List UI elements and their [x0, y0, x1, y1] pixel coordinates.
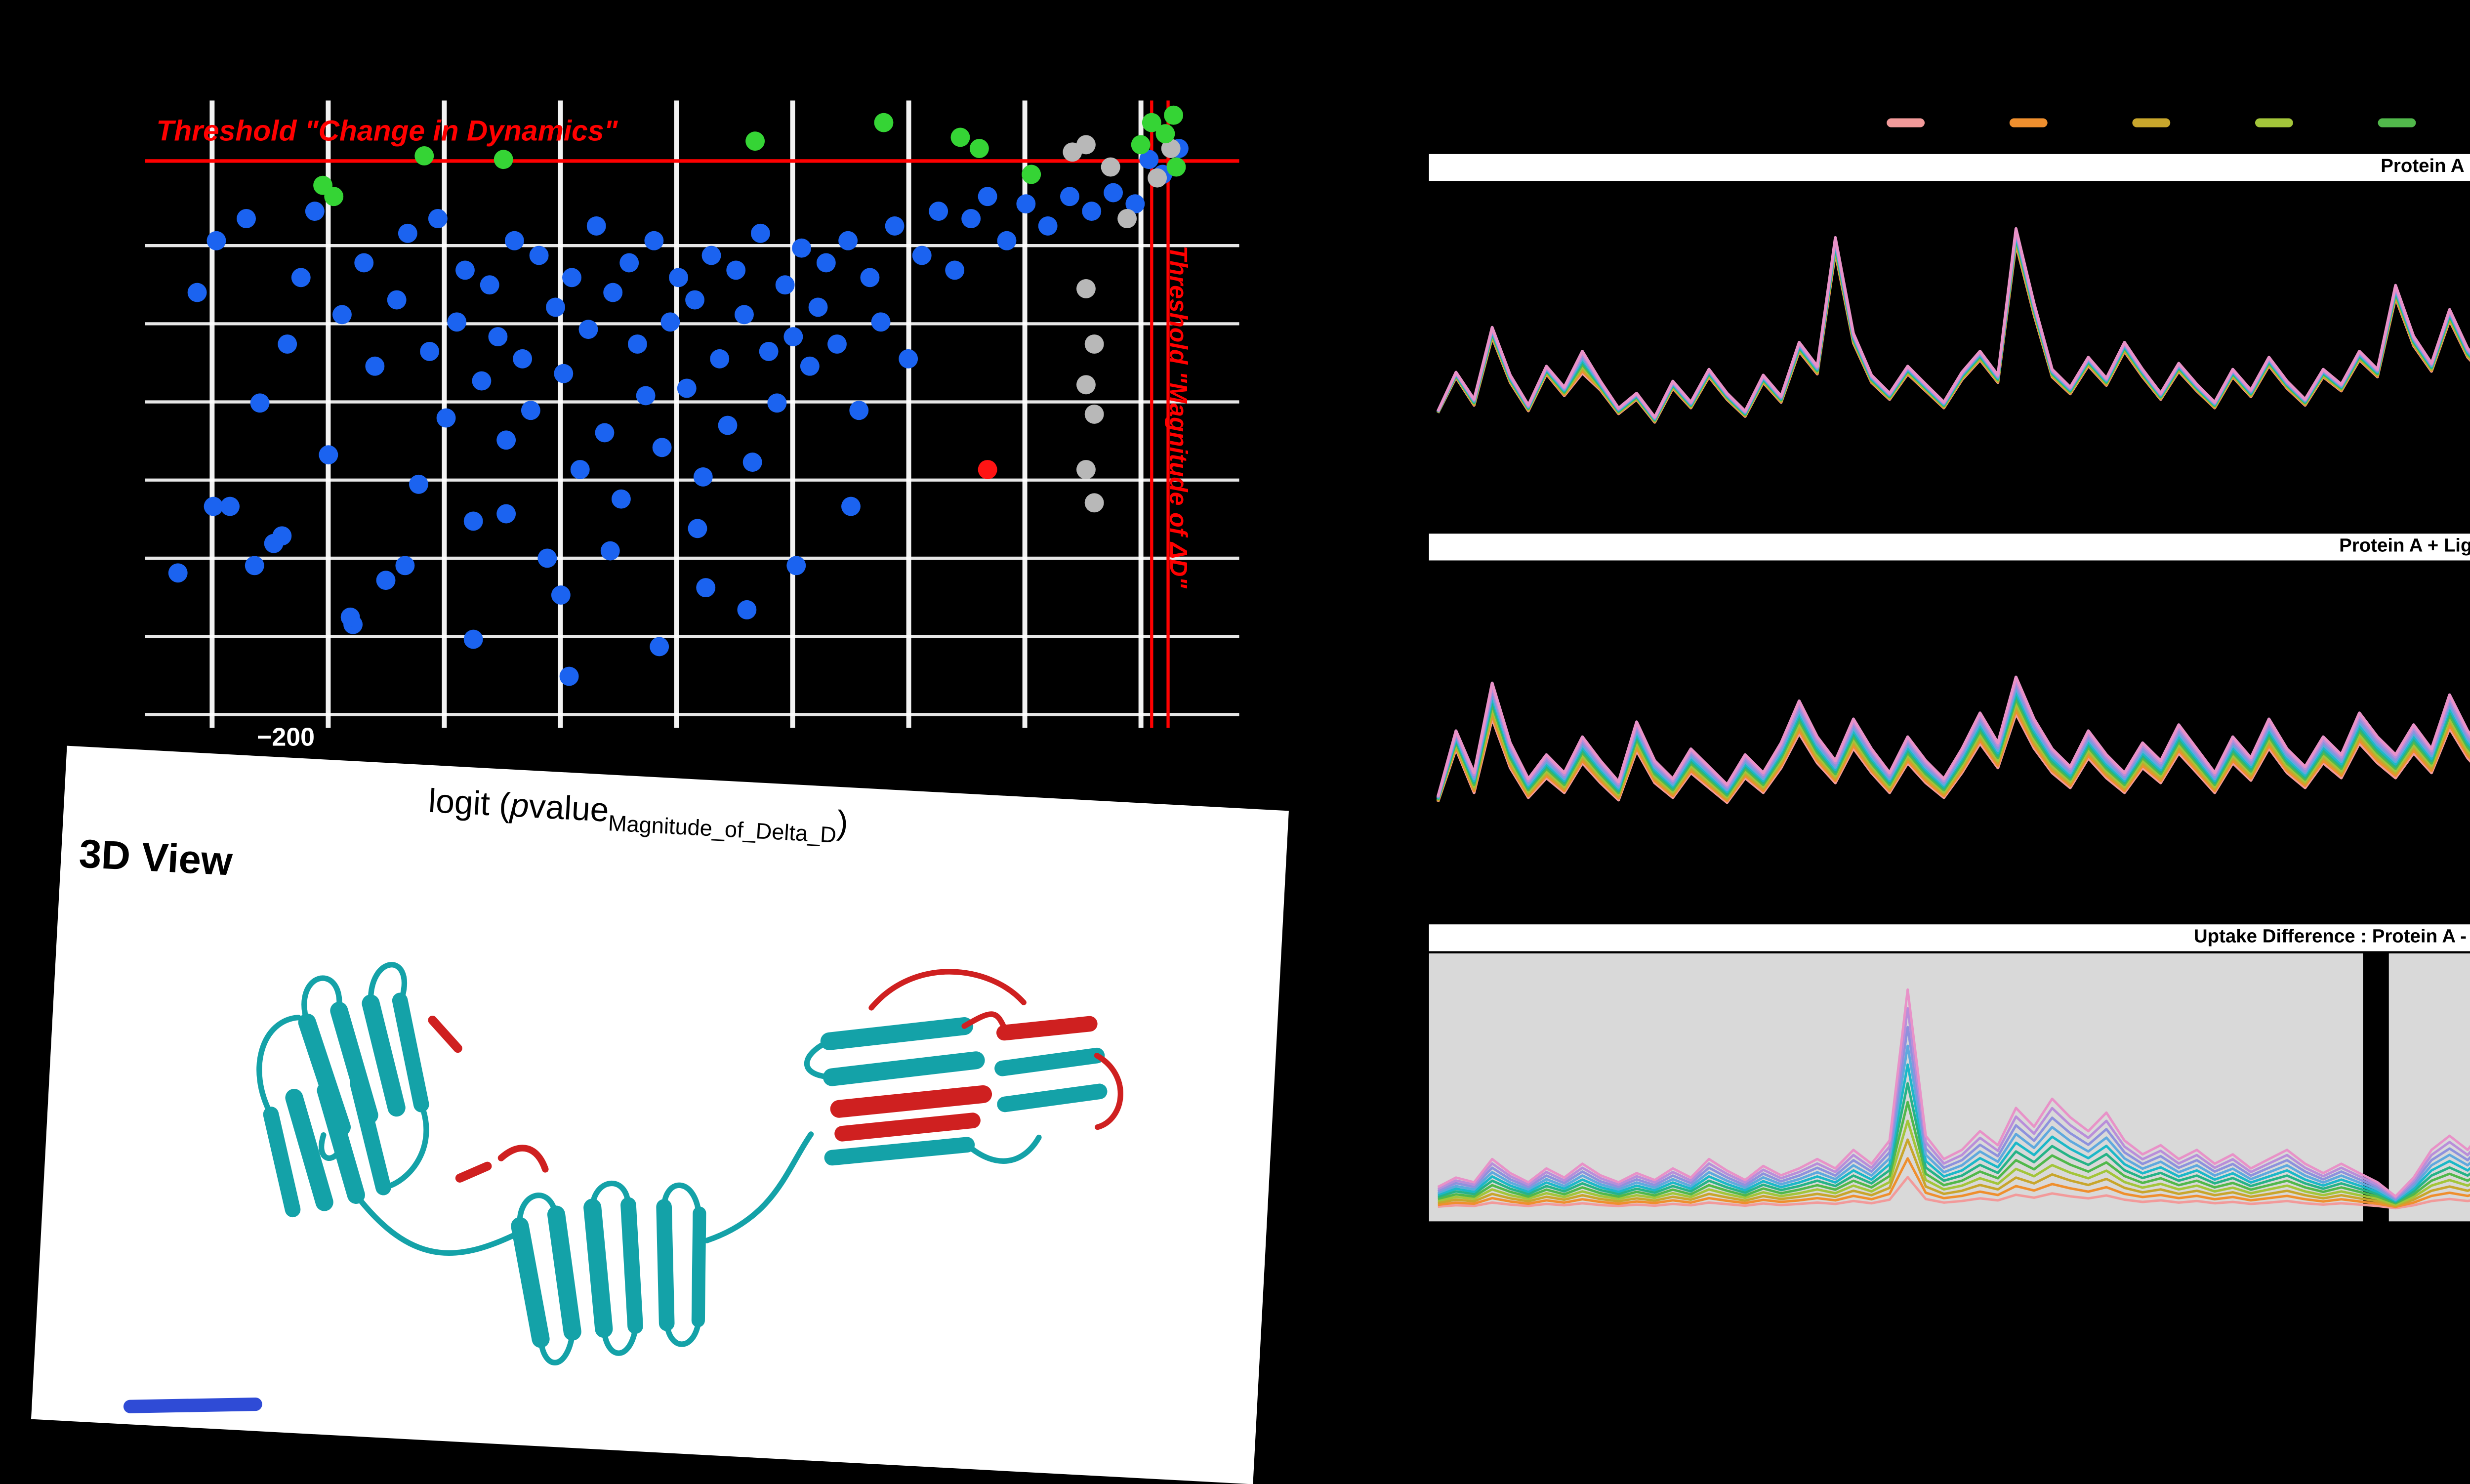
uptake-series-3[interactable]: [1437, 240, 2470, 454]
uptake-series-2[interactable]: [1438, 1157, 2470, 1208]
app-canvas: Threshold "Change in Dynamics" Threshold…: [31, 100, 2470, 1484]
legend-swatch-5[interactable]: [2378, 118, 2416, 126]
chart-title-uptake-difference: Uptake Difference : Protein A - (Protein…: [1429, 924, 2470, 950]
uptake-series-6[interactable]: [1437, 235, 2470, 429]
legend-swatch-4[interactable]: [2255, 118, 2293, 126]
uptake-difference-chart[interactable]: [1429, 951, 2470, 1223]
protein-structure-viewport[interactable]: [111, 875, 1255, 1483]
scatter-group-non-significant[interactable]: [168, 139, 1189, 686]
uptake-series-6[interactable]: [1438, 1082, 2470, 1205]
scatter-group-excluded[interactable]: [978, 460, 997, 479]
uptake-series-11[interactable]: [1437, 227, 2470, 419]
uptake-series-1[interactable]: [1438, 1176, 2470, 1210]
uptake-charts-panel: Protein A Protein A + Ligand Uptake Diff…: [1429, 100, 2470, 1243]
uptake-series-3[interactable]: [1436, 667, 2470, 802]
threshold-dynamics-label: Threshold "Change in Dynamics": [156, 114, 618, 148]
uptake-series-4[interactable]: [1436, 662, 2470, 801]
threshold-magnitude-label: Threshold "Magnitude of ΔD": [1163, 246, 1191, 588]
uptake-series-2[interactable]: [1437, 241, 2470, 462]
uptake-series-11[interactable]: [1437, 988, 2470, 1201]
volcano-plot-panel[interactable]: [145, 100, 1239, 728]
uptake-series-5[interactable]: [1437, 236, 2470, 438]
uptake-series-10[interactable]: [1437, 1007, 2470, 1201]
uptake-series-4[interactable]: [1437, 238, 2470, 446]
scatter-group-significant-magnitude[interactable]: [1063, 135, 1181, 513]
uptake-series-5[interactable]: [1438, 1101, 2470, 1206]
uptake-series-2[interactable]: [1436, 673, 2470, 802]
volcano-plot[interactable]: [145, 100, 1239, 728]
uptake-series-7[interactable]: [1437, 1063, 2470, 1204]
grid-lines: [145, 100, 1239, 728]
protein-ribbon: [123, 962, 1123, 1413]
uptake-series-3[interactable]: [1438, 1138, 2470, 1207]
chart-title-protein-a-ligand: Protein A + Ligand: [1429, 534, 2470, 560]
legend-swatch-3[interactable]: [2132, 118, 2171, 126]
uptake-series-11[interactable]: [1436, 602, 2470, 797]
legend-swatch-1[interactable]: [1887, 118, 1925, 126]
uptake-chart-protein-a-ligand[interactable]: [1429, 560, 2470, 900]
timepoint-legend: [1887, 118, 2470, 126]
x-axis-label: logit (pvalueMagnitude_of_Delta_D): [427, 783, 849, 850]
uptake-series-1[interactable]: [1437, 243, 2470, 471]
uptake-series-9[interactable]: [1437, 1026, 2470, 1202]
uptake-series-8[interactable]: [1437, 1044, 2470, 1203]
chart-title-protein-a: Protein A: [1429, 154, 2470, 180]
3d-view-panel[interactable]: logit (pvalueMagnitude_of_Delta_D) 3D Vi…: [31, 745, 1289, 1484]
uptake-chart-protein-a[interactable]: [1429, 181, 2470, 520]
x-axis-tick-label: −200: [256, 725, 315, 753]
legend-swatch-2[interactable]: [2009, 118, 2048, 126]
uptake-series-4[interactable]: [1438, 1119, 2470, 1206]
scatter-group-significant-dynamics[interactable]: [313, 105, 1186, 206]
